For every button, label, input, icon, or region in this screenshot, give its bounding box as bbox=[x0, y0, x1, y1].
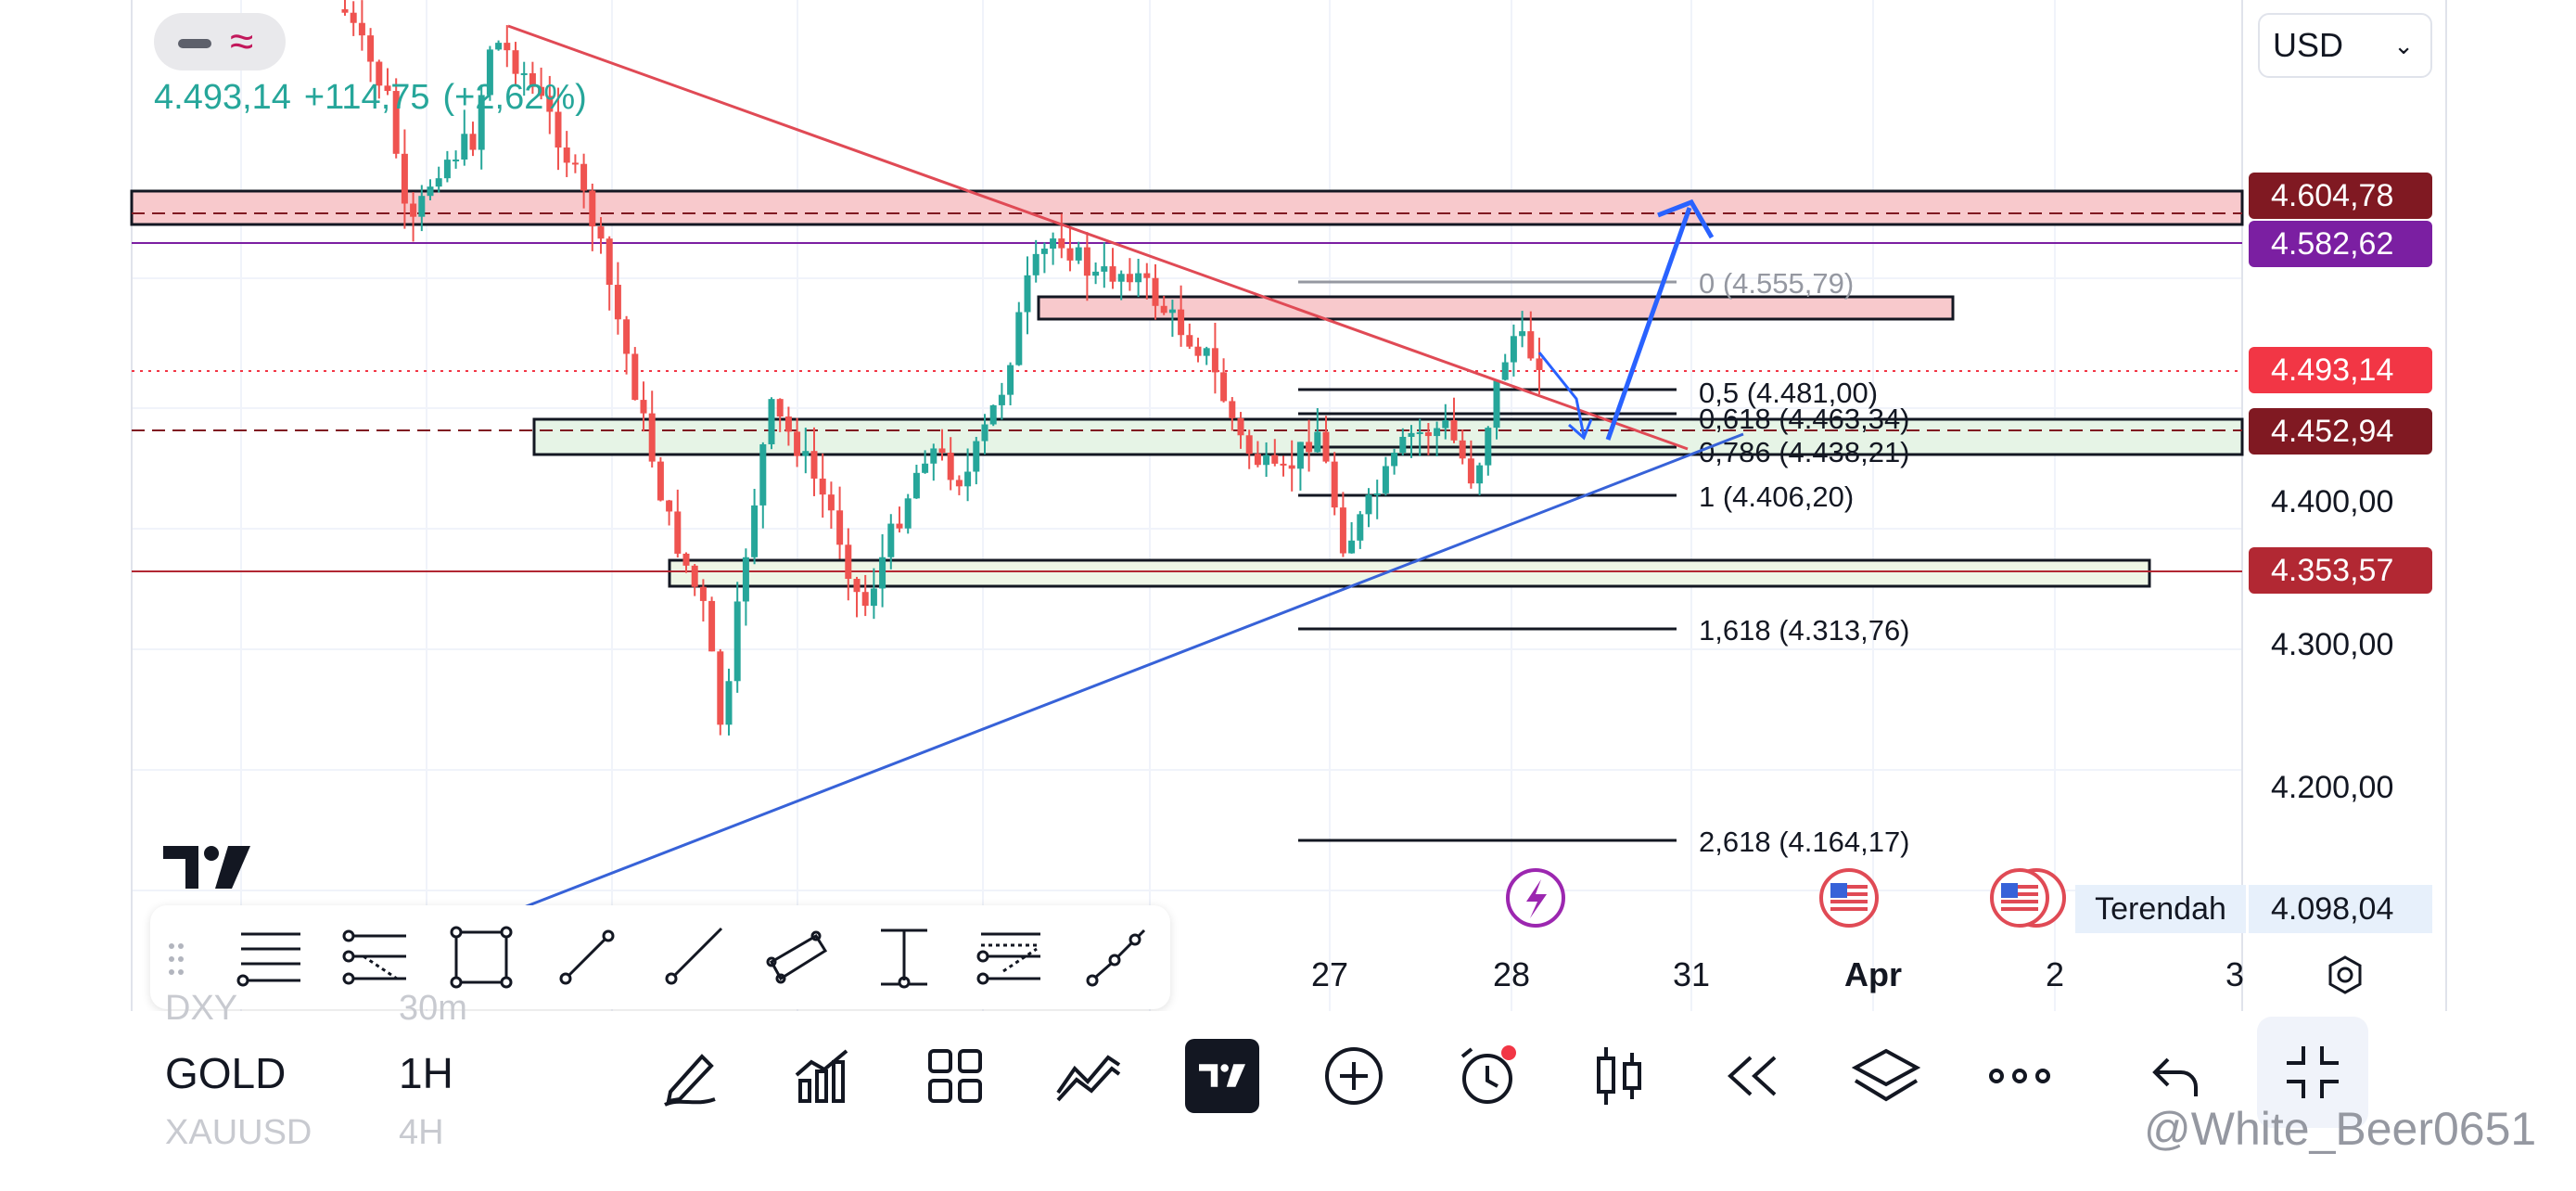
price-tag-4604[interactable]: 4.604,78 bbox=[2249, 173, 2432, 219]
price-tag-current[interactable]: 4.493,14 bbox=[2249, 347, 2432, 393]
layers-icon[interactable] bbox=[1849, 1039, 1923, 1113]
exit-fullscreen-button[interactable] bbox=[2257, 1017, 2368, 1128]
event-lightning-icon[interactable] bbox=[1506, 868, 1565, 928]
legend-price: 4.493,14 +114,75 (+2,62%) bbox=[154, 78, 600, 118]
symbol-below[interactable]: XAUUSD bbox=[165, 1113, 312, 1152]
chart-grid bbox=[132, 0, 2242, 1011]
channel-icon[interactable] bbox=[334, 905, 417, 1009]
price-tag-4353[interactable]: 4.353,57 bbox=[2249, 547, 2432, 594]
fib-label-2618: 2,618 (4.164,17) bbox=[1699, 826, 1910, 858]
price-tag-4452[interactable]: 4.452,94 bbox=[2249, 408, 2432, 455]
us-flag-event-icon-stack[interactable] bbox=[1990, 868, 2066, 928]
ray-icon[interactable] bbox=[651, 905, 734, 1009]
interval-selector[interactable]: 1H bbox=[399, 1049, 453, 1097]
interval-below[interactable]: 4H bbox=[399, 1113, 444, 1152]
bottom-toolbar bbox=[0, 1011, 2576, 1191]
indicator-wave-icon: ≈ bbox=[230, 17, 254, 65]
tradingview-button[interactable] bbox=[1185, 1039, 1259, 1113]
measure-icon[interactable] bbox=[862, 905, 946, 1009]
alert-clock-icon[interactable] bbox=[1450, 1039, 1524, 1113]
price-tag-4582[interactable]: 4.582,62 bbox=[2249, 221, 2432, 267]
currency-value: USD bbox=[2273, 26, 2344, 64]
horizontal-lines-icon[interactable] bbox=[228, 905, 312, 1009]
chart-settings-icon[interactable] bbox=[2324, 954, 2366, 996]
parallel-channel-icon[interactable] bbox=[757, 905, 840, 1009]
exit-fullscreen-icon bbox=[2287, 1046, 2339, 1098]
fib-label-0786: 0,786 (4.438,21) bbox=[1699, 436, 1910, 468]
legend-toggle[interactable]: ≈ bbox=[154, 13, 286, 70]
drawing-toolbar bbox=[150, 905, 1170, 1009]
drag-handle-icon[interactable] bbox=[167, 941, 185, 978]
add-circle-icon[interactable] bbox=[1317, 1039, 1391, 1113]
fib-labels: 0 (4.555,79) 0,5 (4.481,00) 0,618 (4.463… bbox=[1699, 267, 1910, 858]
compare-icon[interactable] bbox=[1052, 1039, 1126, 1113]
path-icon[interactable] bbox=[1074, 905, 1157, 1009]
projection-path-small[interactable] bbox=[1537, 352, 1586, 437]
legend-change: +114,75 bbox=[303, 78, 430, 117]
low-value: 4.098,04 bbox=[2249, 885, 2432, 933]
us-flag-event-icon[interactable] bbox=[1819, 868, 1879, 928]
time-label-2: 2 bbox=[2045, 955, 2065, 993]
projection-arrow-up[interactable] bbox=[1605, 207, 1692, 441]
legend-last-price: 4.493,14 bbox=[154, 78, 291, 117]
symbol-selector[interactable]: GOLD bbox=[165, 1049, 287, 1097]
fib-label-1: 1 (4.406,20) bbox=[1699, 480, 1854, 513]
draw-pen-icon[interactable] bbox=[653, 1039, 727, 1113]
layout-grid-icon[interactable] bbox=[918, 1039, 992, 1113]
price-tick-4200: 4.200,00 bbox=[2271, 770, 2394, 805]
low-label: Terendah bbox=[2075, 885, 2246, 933]
rectangle-icon[interactable] bbox=[440, 905, 523, 1009]
fib-retracement-icon[interactable] bbox=[968, 905, 1052, 1009]
symbol-above[interactable]: DXY bbox=[165, 989, 238, 1028]
time-label-27: 27 bbox=[1310, 955, 1349, 993]
descending-trendline[interactable] bbox=[507, 24, 1689, 451]
indicators-icon[interactable] bbox=[786, 1039, 861, 1113]
demand-zone[interactable] bbox=[532, 417, 2244, 456]
price-tick-4300: 4.300,00 bbox=[2271, 627, 2394, 662]
more-icon[interactable] bbox=[1983, 1039, 2057, 1113]
time-label-apr: Apr bbox=[1844, 955, 1902, 993]
price-tick-4400: 4.400,00 bbox=[2271, 484, 2394, 519]
chevron-down-icon: ⌄ bbox=[2393, 32, 2414, 59]
resistance-zone[interactable] bbox=[130, 189, 2244, 226]
supply-box[interactable] bbox=[1037, 295, 1955, 321]
candlestick-series[interactable] bbox=[341, 0, 1543, 736]
watermark: @White_Beer0651 bbox=[2144, 1103, 2537, 1155]
interval-above[interactable]: 30m bbox=[399, 989, 467, 1028]
fib-label-05: 0,5 (4.481,00) bbox=[1699, 377, 1878, 409]
replay-icon[interactable] bbox=[1715, 1039, 1790, 1113]
tradingview-logo bbox=[163, 846, 250, 889]
ascending-trendline[interactable] bbox=[518, 432, 1744, 911]
time-label-3: 3 bbox=[2225, 955, 2245, 993]
time-label-31: 31 bbox=[1672, 955, 1711, 993]
legend-change-pct: (+2,62%) bbox=[442, 78, 587, 117]
undo-icon[interactable] bbox=[2138, 1039, 2213, 1113]
fib-label-1618: 1,618 (4.313,76) bbox=[1699, 614, 1910, 647]
fib-label-0618: 0,618 (4.463,34) bbox=[1699, 403, 1910, 435]
time-label-28: 28 bbox=[1492, 955, 1531, 993]
trend-line-icon[interactable] bbox=[545, 905, 629, 1009]
collapse-icon bbox=[178, 39, 211, 48]
fib-label-0: 0 (4.555,79) bbox=[1699, 267, 1854, 300]
currency-select[interactable]: USD ⌄ bbox=[2258, 13, 2432, 78]
chart-type-candles-icon[interactable] bbox=[1582, 1039, 1656, 1113]
